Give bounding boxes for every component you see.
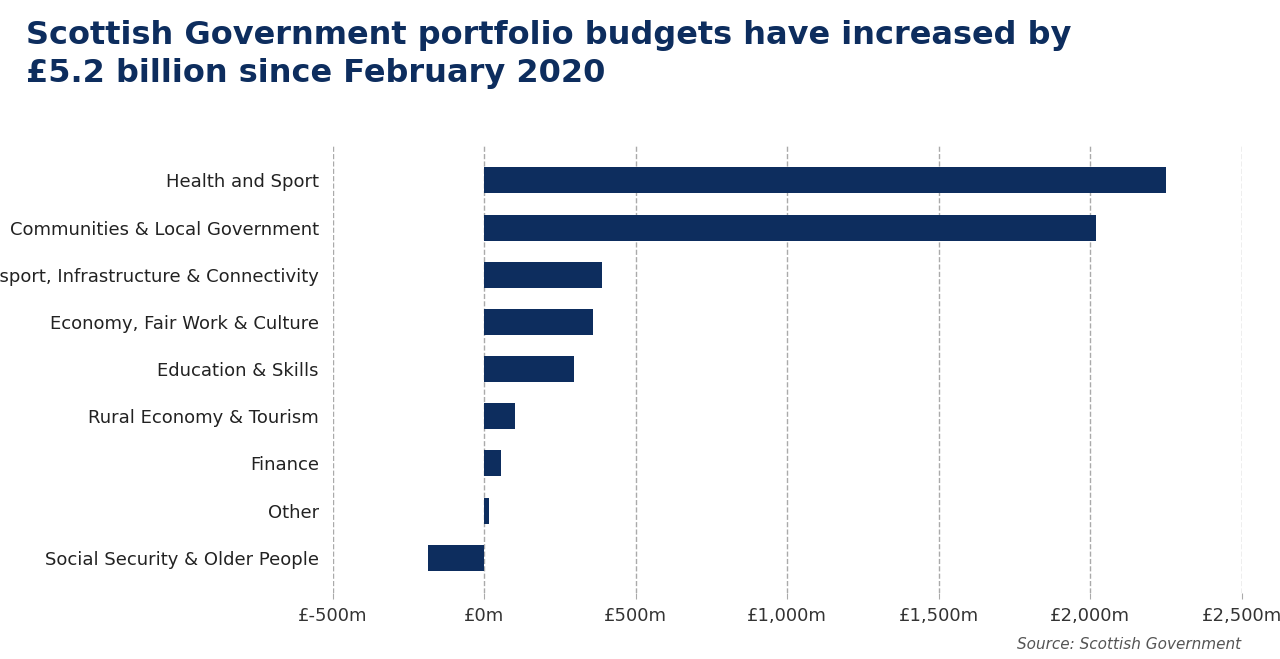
Bar [484, 309, 594, 335]
Bar [484, 356, 573, 382]
Bar [429, 545, 484, 571]
Bar [484, 215, 1096, 241]
Bar [484, 167, 1166, 193]
Bar [484, 262, 603, 288]
Text: Source: Scottish Government: Source: Scottish Government [1018, 637, 1242, 652]
Bar [484, 450, 500, 476]
Text: Scottish Government portfolio budgets have increased by
£5.2 billion since Febru: Scottish Government portfolio budgets ha… [26, 20, 1071, 89]
Bar [484, 498, 489, 523]
Bar [484, 403, 515, 429]
